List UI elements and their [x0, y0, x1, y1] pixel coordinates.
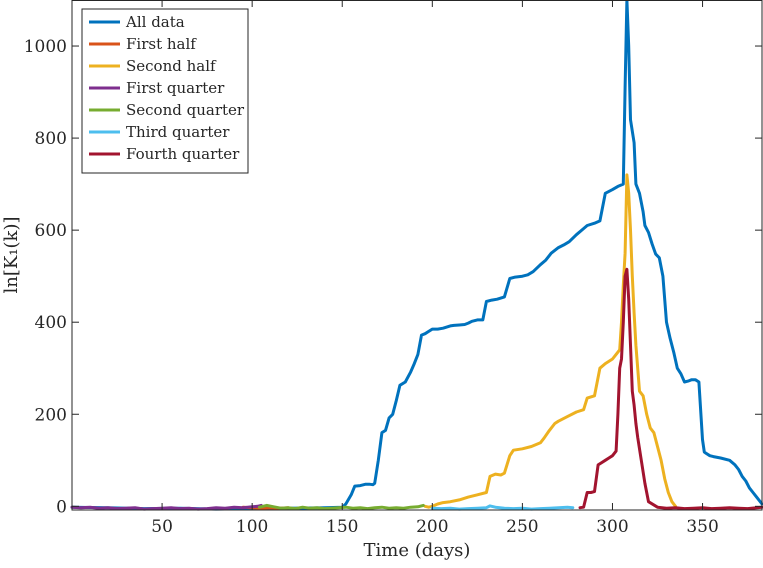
x-tick-label: 300 — [596, 517, 628, 537]
legend-label-5: Second quarter — [126, 101, 245, 119]
axes-box — [71, 0, 763, 511]
series-line-4 — [70, 503, 263, 511]
y-tick-label: 600 — [35, 221, 67, 241]
series-layer — [70, 0, 763, 511]
series-line-6 — [430, 504, 575, 511]
x-axis-title: Time (days) — [364, 540, 471, 561]
x-tick-label: 150 — [326, 517, 358, 537]
y-tick-label: 0 — [56, 497, 67, 517]
y-tick-label: 400 — [35, 313, 67, 333]
legend-label-6: Third quarter — [126, 123, 230, 141]
axes-layer: 50 100 150 200 250 300 350 0 200 400 600 800 1000 — [24, 0, 763, 537]
series-line-7 — [578, 267, 763, 511]
legend-label-2: First half — [126, 35, 197, 53]
x-tick-label: 100 — [236, 517, 268, 537]
legend-label-7: Fourth quarter — [126, 145, 240, 163]
y-tick-label: 1000 — [24, 37, 67, 57]
legend-label-1: All data — [125, 13, 185, 31]
series-line-1 — [70, 0, 763, 511]
legend: All data First half Second half First quart… — [81, 8, 249, 174]
x-tick-label: 350 — [686, 517, 718, 537]
legend-label-3: Second half — [126, 57, 217, 75]
y-tick-label: 200 — [35, 405, 67, 425]
x-tick-label: 250 — [506, 517, 538, 537]
x-tick-label: 200 — [416, 517, 448, 537]
legend-label-4: First quarter — [126, 79, 225, 97]
x-tick-label: 50 — [151, 517, 173, 537]
y-tick-label: 800 — [35, 129, 67, 149]
legend-box — [81, 8, 249, 174]
series-line-3 — [423, 173, 677, 509]
y-axis-title: ln[K₁(k)] — [1, 216, 22, 293]
